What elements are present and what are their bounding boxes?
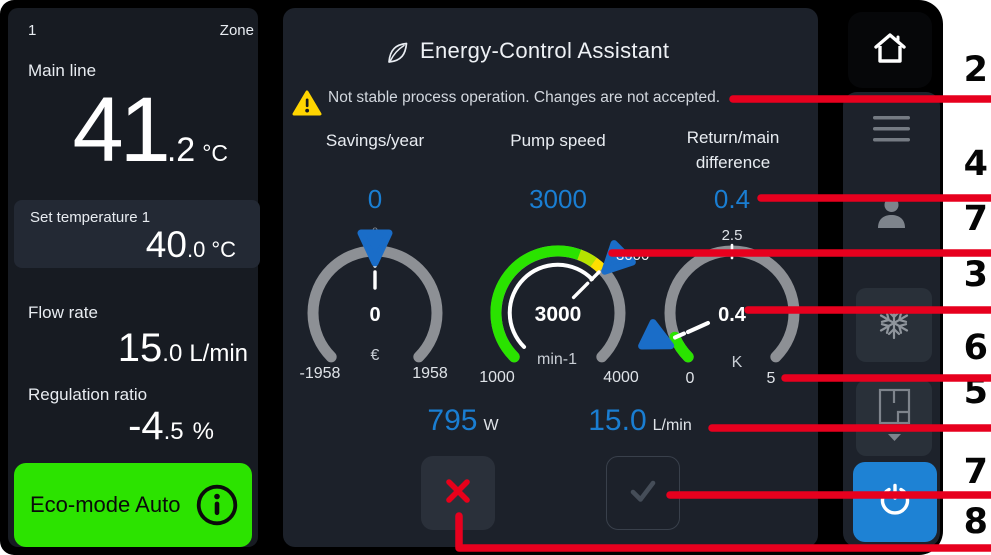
power-reading: 795 W	[378, 406, 548, 436]
gauge1-title: Savings/year	[325, 131, 425, 150]
zone-select-button[interactable]	[856, 380, 932, 456]
gauge2-title: Pump speed	[510, 131, 606, 150]
zone-number: 1	[28, 22, 37, 39]
power-value: 795	[427, 404, 478, 437]
callout-number: 4	[963, 144, 988, 184]
zone-panel: 1 Zone Main line 41 .2 °C Set temperatur…	[8, 8, 260, 547]
regulation-ratio-value: -4 .5 %	[8, 406, 214, 446]
callout-number: 5	[963, 372, 988, 412]
gauge-savings: 0	[275, 213, 475, 413]
flow-rate-label: Flow rate	[28, 303, 98, 322]
set-temp-dec: .0	[186, 237, 206, 262]
info-icon[interactable]	[195, 483, 239, 527]
warning-icon	[292, 90, 322, 117]
main-line-unit: °C	[202, 140, 228, 166]
floorplan-chevron-icon	[874, 387, 914, 450]
callout-number: 7	[963, 452, 988, 492]
gauge3-min: 0	[685, 370, 695, 387]
main-line-int: 41	[72, 79, 170, 181]
hmi-device-frame: 1 Zone Main line 41 .2 °C Set temperatur…	[0, 0, 943, 555]
callout-number: 2	[963, 50, 988, 90]
cancel-button[interactable]	[421, 456, 495, 530]
gauge1-unit: €	[370, 347, 380, 364]
gauge2-unit: min-1	[536, 351, 577, 368]
menu-button[interactable]	[873, 114, 910, 144]
gauge-pump-speed	[458, 213, 658, 413]
set-temp-unit: °C	[211, 237, 236, 262]
gauge3-center-value: 0.4	[718, 304, 746, 326]
gauge2-center-value: 3000	[534, 303, 582, 326]
checkmark-icon	[625, 473, 661, 514]
gauge1-max: 1958	[412, 365, 448, 382]
eco-mode-label: Eco-mode Auto	[30, 492, 181, 517]
gauge3-max: 5	[766, 370, 776, 387]
set-temperature-label: Set temperature 1	[30, 209, 151, 226]
home-button[interactable]	[848, 12, 932, 88]
gauge2-min: 1000	[479, 369, 515, 386]
power-button[interactable]	[853, 462, 937, 542]
gauge3-top-tick-label: 2.5	[721, 227, 743, 244]
person-icon	[873, 198, 910, 236]
reg-int: -4	[128, 404, 164, 448]
eco-mode-button[interactable]: Eco-mode Auto	[14, 463, 252, 547]
power-icon	[877, 482, 913, 523]
power-unit: W	[483, 417, 499, 434]
hamburger-icon	[873, 116, 910, 148]
gauge3-setpoint-marker	[638, 319, 675, 350]
set-temperature-value: 40 .0 °C	[14, 226, 236, 263]
main-line-value: 41 .2 °C	[8, 84, 228, 176]
snowflake-icon	[875, 304, 913, 347]
callout-number: 8	[963, 502, 988, 542]
user-button[interactable]	[873, 194, 910, 232]
callout-number: 3	[963, 255, 988, 295]
warning-text: Not stable process operation. Changes ar…	[328, 89, 721, 106]
confirm-button[interactable]	[606, 456, 680, 530]
main-line-dec: .2	[166, 131, 196, 169]
callout-number: 7	[963, 199, 988, 239]
gauge1-min: -1958	[299, 365, 341, 382]
gauge3-title-line1: Return/main	[686, 128, 780, 147]
gauge2-display-value: 3000	[529, 184, 587, 214]
assistant-title: Energy-Control Assistant	[420, 38, 670, 63]
flow-reading-unit: L/min	[652, 417, 692, 434]
defrost-button[interactable]	[856, 288, 932, 362]
sidebar	[843, 92, 940, 547]
flow-int: 15	[117, 326, 163, 370]
flow-unit: L/min	[189, 340, 248, 367]
flow-reading: 15.0 L/min	[545, 406, 735, 436]
flow-dec: .0	[162, 340, 183, 367]
gauge3-display-value: 0.4	[713, 184, 751, 214]
set-temp-int: 40	[145, 224, 187, 265]
main-line-label: Main line	[28, 61, 97, 80]
leaf-icon	[383, 39, 411, 67]
gauge3-unit: K	[731, 354, 743, 371]
set-temperature-card[interactable]: Set temperature 1 40 .0 °C	[14, 200, 260, 268]
home-icon	[872, 32, 908, 69]
regulation-ratio-label: Regulation ratio	[28, 385, 148, 404]
assistant-panel: Energy-Control Assistant Not stable proc…	[283, 8, 818, 547]
reg-dec: .5	[163, 418, 184, 445]
gauge1-setpoint-marker	[357, 229, 393, 267]
zone-label: Zone	[219, 22, 254, 39]
reg-unit: %	[192, 418, 214, 445]
callout-number: 6	[963, 328, 988, 368]
flow-rate-value: 15 .0 L/min	[8, 328, 248, 368]
cancel-x-icon	[441, 474, 475, 513]
gauge2-max: 4000	[603, 369, 639, 386]
flow-reading-value: 15.0	[588, 404, 647, 437]
gauge3-title-line2: difference	[695, 153, 771, 172]
gauge1-display-value: 0	[367, 184, 383, 214]
gauge1-center-value: 0	[369, 304, 381, 326]
